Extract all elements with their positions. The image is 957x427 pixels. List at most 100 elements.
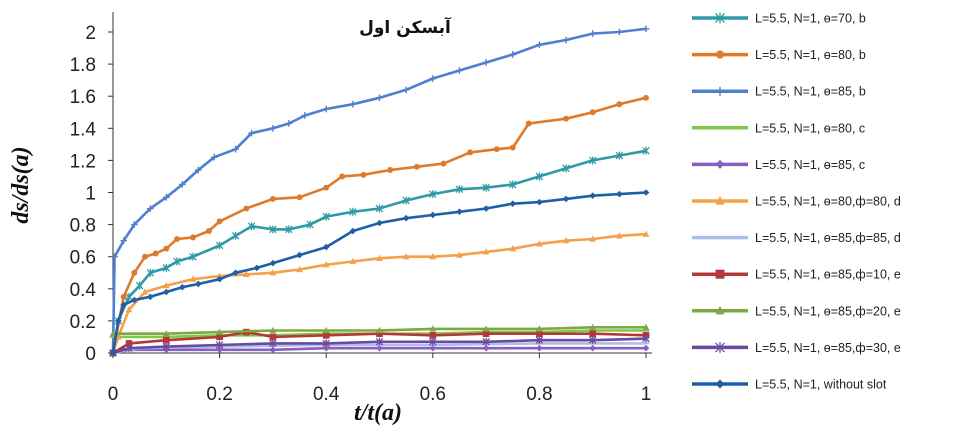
data-point — [306, 220, 314, 229]
series-line — [111, 27, 647, 354]
data-point — [715, 12, 725, 24]
data-point — [493, 146, 500, 153]
data-point — [402, 214, 410, 222]
data-point — [120, 293, 127, 300]
data-point — [642, 25, 650, 33]
legend-item: L=5.5, N=1, ө=85, c — [692, 158, 865, 172]
data-point — [429, 253, 437, 260]
data-point — [322, 326, 330, 334]
data-point — [322, 105, 330, 113]
data-point — [413, 163, 420, 170]
data-point — [589, 323, 596, 330]
data-point — [509, 144, 516, 151]
data-point — [322, 332, 330, 339]
data-point — [376, 344, 383, 352]
data-point — [616, 28, 623, 36]
data-point — [402, 196, 410, 205]
data-point — [242, 270, 250, 277]
data-point — [322, 212, 330, 221]
data-point — [216, 218, 223, 225]
data-point — [349, 100, 357, 108]
data-point — [360, 171, 367, 178]
legend-label: L=5.5, N=1, ө=85,ф=20, e — [755, 304, 901, 318]
data-point — [429, 75, 437, 82]
data-point — [141, 288, 149, 295]
data-point — [269, 195, 276, 202]
data-point — [205, 228, 212, 234]
data-point — [562, 237, 570, 244]
data-point — [535, 336, 544, 345]
data-point — [322, 261, 330, 268]
data-point — [178, 181, 186, 188]
data-point — [194, 166, 202, 174]
data-point — [429, 325, 437, 332]
data-point — [482, 330, 490, 338]
data-point — [715, 379, 725, 389]
legend-item: L=5.5, N=1, ө=85,ф=85, d — [692, 231, 901, 245]
legend-label: L=5.5, N=1, ө=85,ф=85, d — [755, 231, 901, 245]
data-point — [162, 263, 171, 272]
data-point — [375, 337, 384, 346]
data-point — [322, 339, 330, 348]
data-point — [125, 340, 133, 347]
data-point — [231, 231, 240, 240]
data-point — [125, 292, 133, 301]
data-point — [642, 344, 650, 352]
data-point — [210, 153, 218, 161]
data-point — [109, 330, 117, 337]
x-tick-label: 0.4 — [313, 384, 340, 405]
y-tick-label: 0.8 — [70, 216, 96, 237]
series-11 — [109, 189, 650, 357]
data-point — [253, 264, 261, 272]
data-point — [163, 281, 170, 289]
data-point — [323, 184, 330, 191]
data-point — [562, 195, 570, 203]
data-point — [429, 337, 437, 346]
series-line — [112, 337, 647, 355]
data-point — [642, 146, 650, 155]
data-point — [296, 194, 303, 201]
legend-label: L=5.5, N=1, without slot — [755, 378, 887, 392]
data-point — [589, 109, 596, 116]
data-point — [173, 236, 180, 243]
data-point — [455, 185, 464, 194]
y-tick-label: 1.2 — [70, 151, 96, 172]
legend-item: L=5.5, N=1, ө=85,ф=30, e — [692, 341, 901, 355]
data-point — [269, 269, 277, 276]
data-point — [642, 334, 650, 343]
data-point — [642, 189, 650, 196]
data-point — [216, 333, 223, 341]
plot-area — [109, 25, 650, 357]
data-point — [536, 198, 543, 206]
data-point — [402, 253, 410, 260]
data-point — [616, 190, 623, 198]
x-axis-ticks: 0 0.2 0.4 0.6 0.8 1 — [108, 353, 652, 405]
data-point — [642, 230, 650, 237]
data-point — [131, 296, 138, 304]
data-point — [562, 164, 570, 173]
data-point — [429, 344, 437, 352]
data-point — [535, 172, 544, 181]
legend-label: L=5.5, N=1, ө=80, c — [755, 121, 865, 135]
legend: L=5.5, N=1, ө=70, b L=5.5, N=1, ө=80, b L=… — [692, 12, 901, 392]
data-point — [509, 51, 517, 58]
data-point — [163, 288, 170, 296]
data-point — [120, 237, 127, 244]
legend-item: L=5.5, N=1, ө=85,ф=10, e — [692, 268, 901, 282]
x-tick-label: 1 — [641, 384, 652, 405]
data-point — [163, 336, 170, 344]
y-tick-label: 1 — [85, 184, 96, 205]
data-point — [536, 344, 543, 352]
data-point — [115, 317, 122, 325]
legend-label: L=5.5, N=1, ө=85, b — [755, 85, 866, 99]
data-point — [482, 344, 490, 352]
data-point — [589, 344, 596, 352]
data-point — [173, 257, 181, 266]
data-point — [178, 283, 186, 291]
legend-item: L=5.5, N=1, ө=80, c — [692, 121, 865, 135]
data-point — [120, 301, 127, 309]
data-point — [232, 145, 239, 153]
data-point — [349, 227, 357, 235]
data-point — [216, 346, 223, 354]
x-tick-label: 0 — [108, 384, 119, 405]
